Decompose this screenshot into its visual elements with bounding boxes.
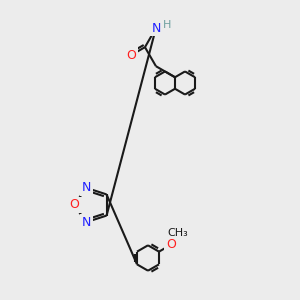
Text: O: O xyxy=(69,199,79,212)
Text: CH₃: CH₃ xyxy=(168,227,188,238)
Text: H: H xyxy=(163,20,171,30)
Text: O: O xyxy=(126,49,136,62)
Text: O: O xyxy=(166,238,176,251)
Text: N: N xyxy=(82,216,91,229)
Text: N: N xyxy=(151,22,160,34)
Text: N: N xyxy=(82,182,91,194)
